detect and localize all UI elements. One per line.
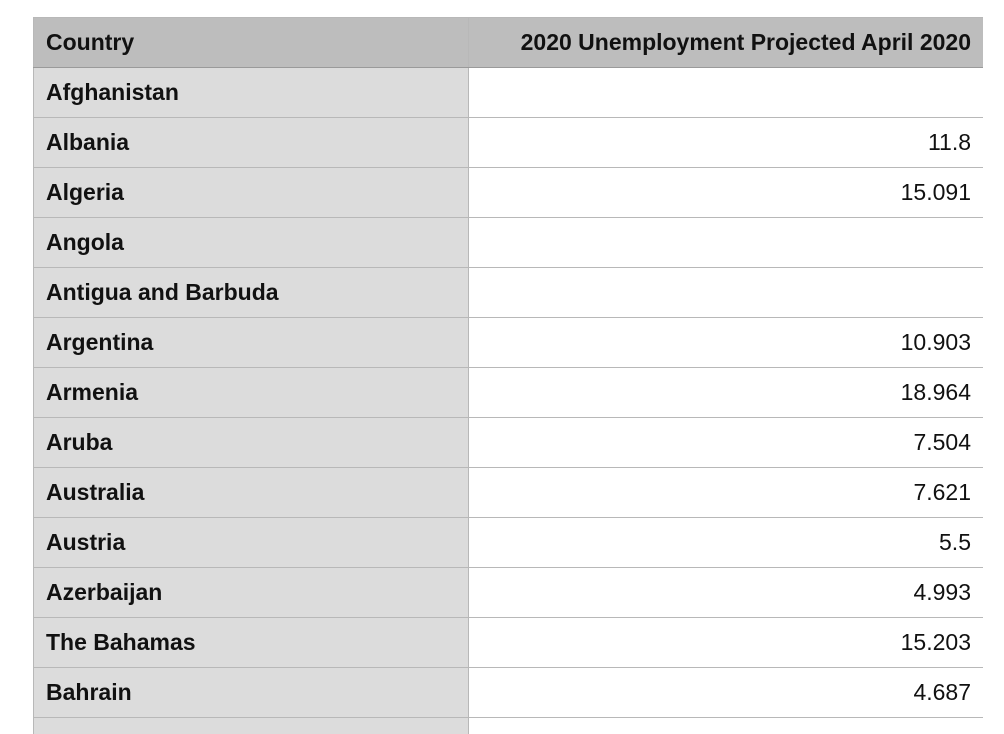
table-row: Australia 7.621	[33, 467, 983, 518]
table-row: Aruba 7.504	[33, 417, 983, 468]
country-cell[interactable]: Australia	[33, 467, 469, 518]
table-row: Armenia 18.964	[33, 367, 983, 418]
header-row: Country 2020 Unemployment Projected Apri…	[33, 17, 983, 68]
table-row	[33, 717, 983, 734]
table-row: Antigua and Barbuda	[33, 267, 983, 318]
unemployment-value-cell[interactable]	[468, 267, 983, 318]
country-cell[interactable]	[33, 717, 469, 734]
spreadsheet-table-view: Country 2020 Unemployment Projected Apri…	[33, 17, 983, 734]
unemployment-value-cell[interactable]	[468, 67, 983, 118]
country-cell[interactable]: Austria	[33, 517, 469, 568]
country-cell[interactable]: The Bahamas	[33, 617, 469, 668]
unemployment-value-cell[interactable]: 18.964	[468, 367, 983, 418]
country-cell[interactable]: Argentina	[33, 317, 469, 368]
unemployment-value-cell[interactable]: 4.687	[468, 667, 983, 718]
table-row: Argentina 10.903	[33, 317, 983, 368]
unemployment-value-cell[interactable]: 4.993	[468, 567, 983, 618]
country-cell[interactable]: Afghanistan	[33, 67, 469, 118]
table-row: The Bahamas 15.203	[33, 617, 983, 668]
unemployment-value-cell[interactable]: 11.8	[468, 117, 983, 168]
unemployment-value-cell[interactable]	[468, 217, 983, 268]
table-row: Bahrain 4.687	[33, 667, 983, 718]
column-header-unemployment[interactable]: 2020 Unemployment Projected April 2020	[468, 17, 983, 68]
table-row: Austria 5.5	[33, 517, 983, 568]
country-cell[interactable]: Armenia	[33, 367, 469, 418]
table-row: Afghanistan	[33, 67, 983, 118]
column-header-country[interactable]: Country	[33, 17, 469, 68]
country-cell[interactable]: Albania	[33, 117, 469, 168]
unemployment-value-cell[interactable]: 7.621	[468, 467, 983, 518]
country-cell[interactable]: Azerbaijan	[33, 567, 469, 618]
country-cell[interactable]: Algeria	[33, 167, 469, 218]
unemployment-value-cell[interactable]	[468, 717, 983, 734]
table-row: Angola	[33, 217, 983, 268]
unemployment-value-cell[interactable]: 7.504	[468, 417, 983, 468]
unemployment-value-cell[interactable]: 10.903	[468, 317, 983, 368]
table-row: Albania 11.8	[33, 117, 983, 168]
unemployment-table: Country 2020 Unemployment Projected Apri…	[33, 17, 983, 734]
unemployment-value-cell[interactable]: 15.203	[468, 617, 983, 668]
table-row: Algeria 15.091	[33, 167, 983, 218]
country-cell[interactable]: Angola	[33, 217, 469, 268]
unemployment-value-cell[interactable]: 15.091	[468, 167, 983, 218]
country-cell[interactable]: Bahrain	[33, 667, 469, 718]
table-row: Azerbaijan 4.993	[33, 567, 983, 618]
table-body: Afghanistan Albania 11.8 Algeria 15.091 Angol…	[33, 67, 983, 734]
country-cell[interactable]: Aruba	[33, 417, 469, 468]
country-cell[interactable]: Antigua and Barbuda	[33, 267, 469, 318]
unemployment-value-cell[interactable]: 5.5	[468, 517, 983, 568]
